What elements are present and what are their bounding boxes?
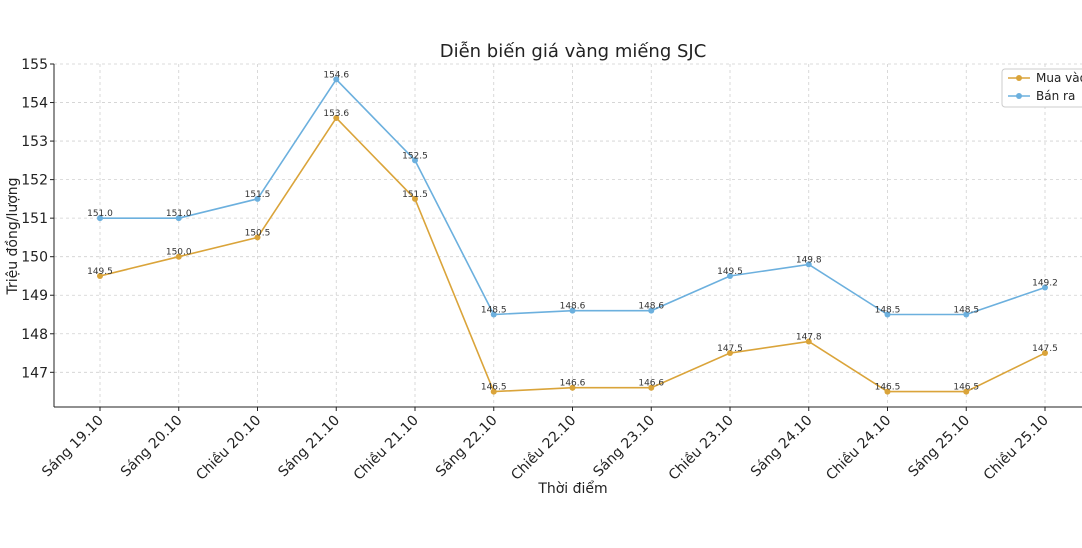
data-label: 149.5 [87,267,113,277]
series-line-0 [99,116,1046,393]
data-point [97,272,103,279]
data-label: 147.5 [1032,344,1058,354]
x-tick-label: Sáng 25.10 [905,413,973,481]
x-tick-label: Chiều 22.10 [508,412,580,484]
y-tick-label: 150 [21,250,48,266]
data-label: 146.6 [638,379,664,389]
y-tick-label: 151 [21,211,48,227]
data-label: 148.5 [953,306,979,316]
data-point [490,311,497,318]
x-tick-label: Sáng 22.10 [433,413,501,481]
data-label: 146.5 [481,383,507,393]
x-tick-label: Sáng 24.10 [748,413,816,481]
data-labels: 149.5 150.0 150.5 153.6 151.5 146.5 146.6 146.6… [87,70,1058,392]
x-tick-label: Sáng 20.10 [118,413,186,481]
x-tick-label: Chiều 23.10 [665,412,737,484]
data-point [569,307,576,314]
chart-title: Diễn biến giá vàng miếng SJC [440,41,707,62]
x-tick-label: Sáng 21.10 [275,413,343,481]
y-tick-label: 148 [21,327,48,343]
data-label: 151.0 [166,209,192,219]
data-point [963,311,970,318]
data-point [648,384,655,391]
y-tick-label: 147 [21,365,48,381]
data-point [490,388,497,395]
data-point [333,114,340,121]
x-tick-label: Chiều 24.10 [823,412,895,484]
data-label: 150.0 [166,248,192,258]
y-tick-label: 155 [21,57,48,73]
x-tick-label: Chiều 20.10 [193,412,265,484]
y-tick-label: 149 [21,288,48,304]
axes [53,64,1082,408]
data-point [805,261,812,268]
legend-label-ban-ra: Bán ra [1036,89,1075,103]
data-label: 149.2 [1032,279,1058,289]
data-label: 152.5 [402,151,428,161]
y-tick-label: 152 [21,173,48,189]
data-label: 148.5 [481,306,507,316]
data-point [884,388,891,395]
data-point [727,272,733,279]
legend: Mua vào Bán ra [1001,68,1082,108]
data-point [175,253,182,260]
data-label: 146.6 [560,379,586,389]
x-tick-label: Chiều 21.10 [350,412,422,484]
data-point [727,350,733,357]
y-tick-label: 153 [21,134,48,150]
data-label: 148.6 [638,302,664,312]
data-point [569,384,576,391]
data-point [333,76,340,83]
data-label: 148.6 [560,302,586,312]
data-point [648,307,655,314]
x-tick-label: Sáng 19.10 [39,413,107,481]
legend-marker-mua-vao [1016,75,1022,81]
data-label: 151.5 [402,190,428,200]
data-point [412,157,418,164]
data-label: 154.6 [323,70,349,80]
data-point [1042,284,1048,291]
series [97,76,1048,395]
y-axis-label: Triệu đồng/lượng [4,177,21,295]
data-label: 150.5 [245,228,271,238]
data-point [805,338,812,345]
data-label: 151.0 [87,209,113,219]
x-tick-label: Sáng 23.10 [590,413,658,481]
grid [54,63,1082,407]
data-label: 153.6 [323,109,349,119]
data-point [254,195,261,202]
data-label: 147.8 [796,332,822,342]
data-point [1042,350,1048,357]
data-point [175,215,182,222]
x-ticks: Sáng 19.10 Sáng 20.10 Chiều 20.10 Sáng 21.1… [39,407,1052,484]
data-label: 149.5 [717,267,743,277]
y-tick-label: 154 [21,96,48,112]
data-label: 147.5 [717,344,743,354]
data-label: 151.5 [245,190,271,200]
data-point [884,311,891,318]
data-point [963,388,970,395]
data-label: 148.5 [875,306,901,316]
legend-label-mua-vao: Mua vào [1036,71,1082,85]
x-tick-label: Chiều 25.10 [980,412,1052,484]
x-axis-label: Thời điểm [537,480,607,497]
data-label: 149.8 [796,255,822,265]
data-point [97,215,103,222]
data-point [254,234,261,241]
data-label: 146.5 [875,383,901,393]
y-ticks: 147 148 149 150 151 152 153 154 155 [21,57,54,381]
data-point [412,195,418,202]
legend-marker-ban-ra [1016,93,1022,99]
data-label: 146.5 [953,383,979,393]
